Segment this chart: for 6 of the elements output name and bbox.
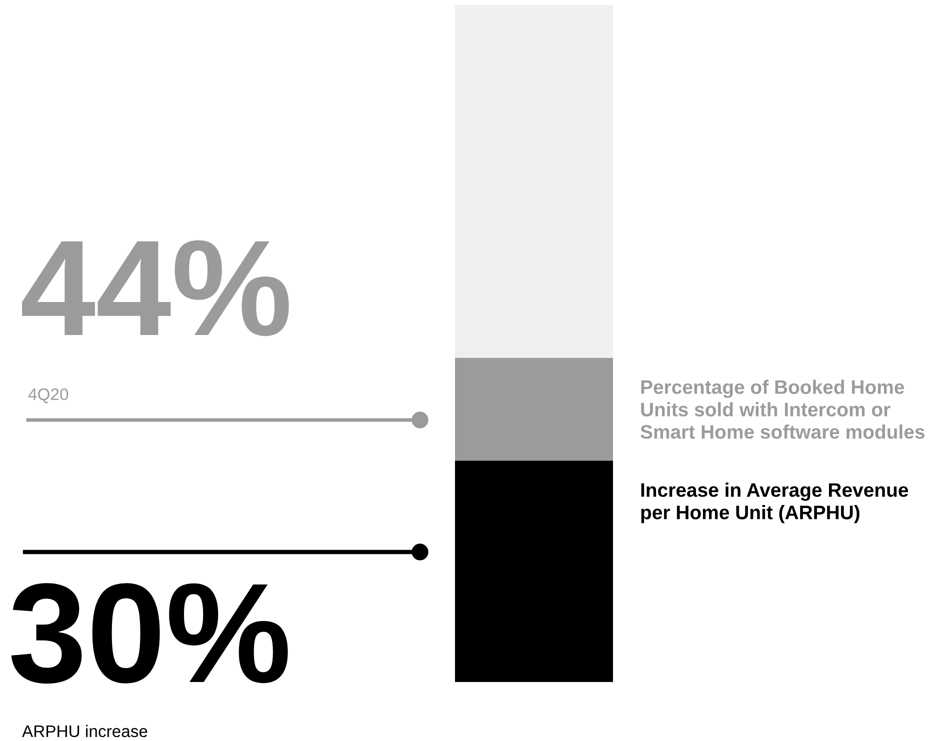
text: 30% bbox=[11, 583, 288, 684]
text: 4Q20 bbox=[28, 388, 68, 404]
text: ARPHU increase bbox=[22, 724, 148, 738]
series-label: Percentage of Booked Home Units sold with Intercom or Smart Home software modules bbox=[640, 380, 924, 439]
series-label: Increase in Average Revenue per Home Unit (ARPHU) bbox=[641, 482, 908, 524]
text: 44% bbox=[22, 240, 289, 336]
